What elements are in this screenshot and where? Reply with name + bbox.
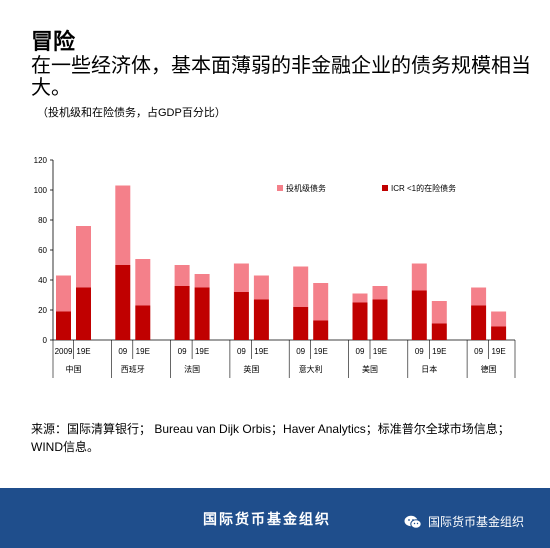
footer-account-name: 国际货币基金组织 bbox=[428, 515, 525, 529]
bar-atrisk-6-1 bbox=[431, 323, 447, 340]
bar-speculative-3-1 bbox=[253, 275, 269, 300]
bar-atrisk-0-0 bbox=[56, 311, 71, 340]
bar-speculative-7-0 bbox=[471, 287, 487, 306]
x-tick-label: 09 bbox=[356, 347, 365, 356]
bar-atrisk-4-1 bbox=[313, 320, 329, 340]
bar-speculative-2-1 bbox=[194, 274, 210, 288]
x-tick-label: 09 bbox=[296, 347, 305, 356]
y-tick-label: 120 bbox=[34, 156, 48, 165]
bar-atrisk-6-0 bbox=[411, 290, 427, 340]
y-tick-label: 80 bbox=[38, 216, 47, 225]
bar-speculative-7-1 bbox=[491, 311, 507, 327]
bar-speculative-1-0 bbox=[115, 185, 131, 265]
legend-label: ICR <1的在险债务 bbox=[391, 183, 456, 193]
x-tick-label: 19E bbox=[254, 347, 268, 356]
bar-speculative-4-1 bbox=[313, 283, 329, 321]
y-tick-label: 20 bbox=[38, 306, 47, 315]
source-note: 来源：国际清算银行； Bureau van Dijk Orbis；Haver A… bbox=[31, 422, 510, 454]
bar-atrisk-5-1 bbox=[372, 299, 388, 340]
group-label: 英国 bbox=[243, 364, 259, 374]
x-tick-label: 09 bbox=[237, 347, 246, 356]
y-tick-label: 100 bbox=[34, 186, 48, 195]
bar-atrisk-4-0 bbox=[293, 307, 309, 340]
bar-atrisk-5-0 bbox=[352, 302, 368, 340]
x-tick-label: 09 bbox=[118, 347, 127, 356]
group-label: 西班牙 bbox=[121, 364, 145, 374]
footer-org-name: 国际货币基金组织 bbox=[203, 511, 331, 527]
bar-atrisk-0-1 bbox=[76, 287, 91, 340]
bar-atrisk-2-1 bbox=[194, 287, 210, 340]
bar-atrisk-1-0 bbox=[115, 265, 131, 340]
x-tick-label: 19E bbox=[432, 347, 446, 356]
bar-speculative-5-0 bbox=[352, 293, 368, 303]
legend-swatch bbox=[382, 185, 388, 191]
x-tick-label: 09 bbox=[415, 347, 424, 356]
chart-note: （投机级和在险债务，占GDP百分比） bbox=[37, 107, 226, 119]
x-tick-label: 19E bbox=[314, 347, 328, 356]
group-label: 法国 bbox=[184, 364, 200, 374]
x-tick-label: 19E bbox=[373, 347, 387, 356]
group-label: 中国 bbox=[66, 364, 82, 374]
bar-speculative-1-1 bbox=[135, 259, 151, 306]
group-label: 意大利 bbox=[299, 364, 323, 374]
footer-wechat: 国际货币基金组织 bbox=[404, 513, 524, 530]
legend-swatch bbox=[277, 185, 283, 191]
chart-title: 冒险 bbox=[31, 29, 76, 54]
chart-subtitle: 在一些经济体，基本面薄弱的非金融企业的债务规模相当大。 bbox=[31, 55, 531, 99]
group-label: 日本 bbox=[421, 364, 437, 374]
x-tick-label: 09 bbox=[474, 347, 483, 356]
bar-atrisk-3-1 bbox=[253, 299, 269, 340]
bar-speculative-3-0 bbox=[233, 263, 249, 292]
x-tick-label: 19E bbox=[136, 347, 150, 356]
legend-label: 投机级债务 bbox=[286, 183, 326, 193]
x-tick-label: 2009 bbox=[55, 347, 73, 356]
group-label: 德国 bbox=[481, 364, 497, 374]
y-tick-label: 40 bbox=[38, 276, 47, 285]
x-tick-label: 19E bbox=[76, 347, 90, 356]
bar-speculative-6-0 bbox=[411, 263, 427, 291]
bar-atrisk-7-1 bbox=[491, 326, 507, 340]
y-tick-label: 0 bbox=[43, 336, 48, 345]
x-tick-label: 09 bbox=[178, 347, 187, 356]
bar-speculative-0-1 bbox=[76, 226, 91, 288]
bar-atrisk-1-1 bbox=[135, 305, 151, 340]
x-tick-label: 19E bbox=[491, 347, 505, 356]
wechat-icon bbox=[404, 515, 422, 529]
bar-speculative-5-1 bbox=[372, 286, 388, 300]
group-label: 美国 bbox=[362, 364, 378, 374]
bar-atrisk-3-0 bbox=[233, 292, 249, 340]
bar-atrisk-2-0 bbox=[174, 286, 190, 340]
bar-speculative-4-0 bbox=[293, 266, 309, 307]
bar-atrisk-7-0 bbox=[471, 305, 487, 340]
bar-speculative-2-0 bbox=[174, 265, 190, 286]
bar-speculative-0-0 bbox=[56, 275, 71, 312]
y-tick-label: 60 bbox=[38, 246, 47, 255]
footer-bar: 国际货币基金组织 国际货币基金组织 bbox=[0, 488, 550, 548]
bar-speculative-6-1 bbox=[431, 301, 447, 324]
x-tick-label: 19E bbox=[195, 347, 209, 356]
